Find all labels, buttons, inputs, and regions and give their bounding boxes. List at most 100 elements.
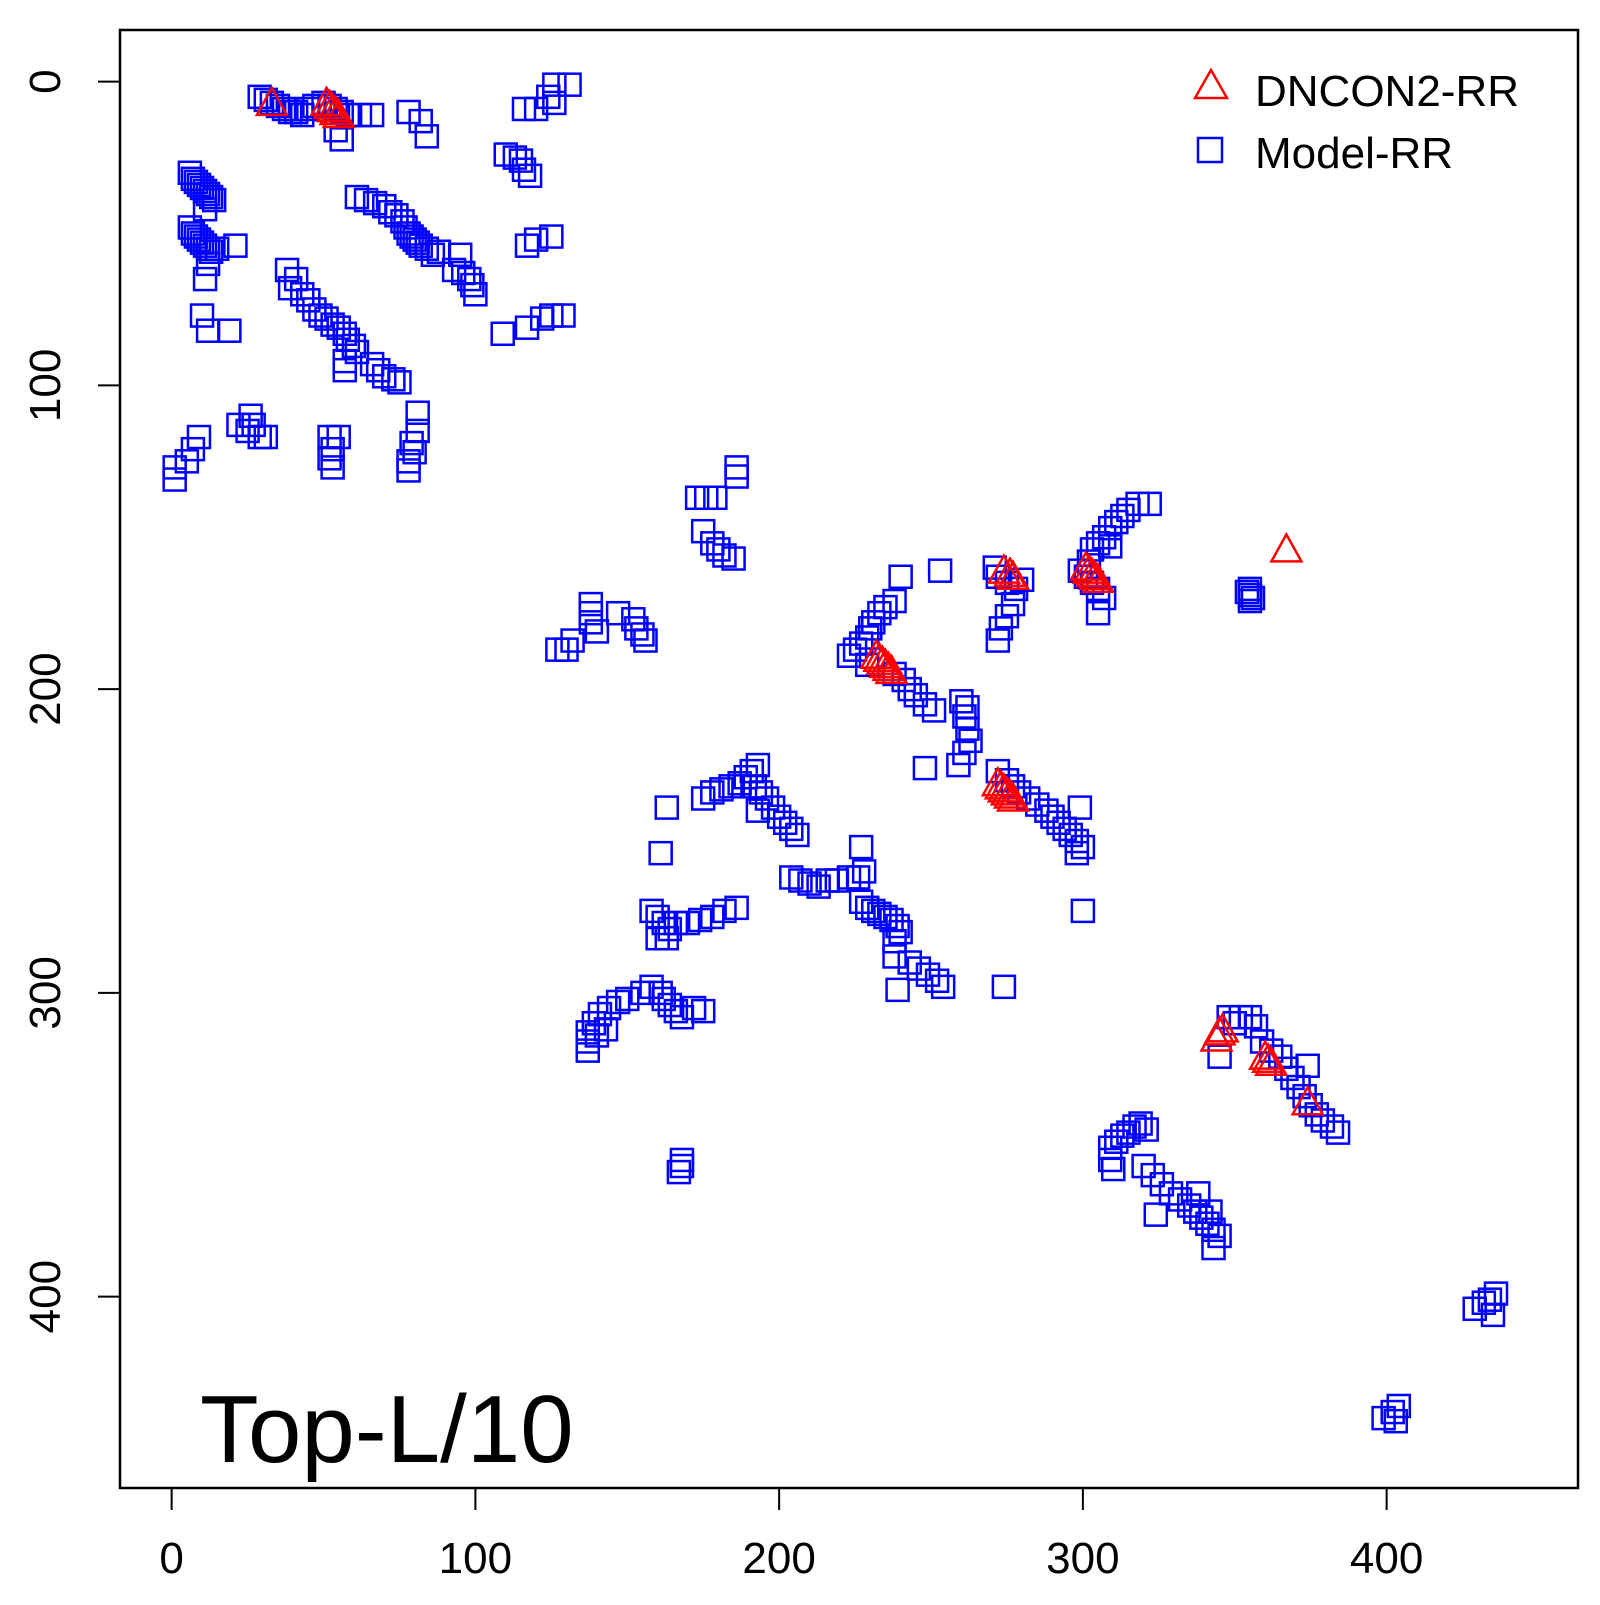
model-rr-point: [405, 400, 430, 425]
model-rr-point: [441, 257, 467, 283]
model-rr-point: [1249, 1029, 1275, 1054]
model-rr-point: [192, 178, 218, 204]
legend-dncon2-marker: [1192, 67, 1230, 100]
y-tick-label: 300: [21, 956, 70, 1029]
model-rr-point: [985, 758, 1011, 784]
model-rr-point: [991, 974, 1017, 1000]
model-rr-point: [924, 968, 950, 993]
model-rr-point: [654, 925, 679, 951]
model-rr-point: [353, 187, 379, 213]
model-rr-point: [666, 1159, 692, 1185]
legend-dncon2-label: DNCON2-RR: [1255, 67, 1519, 116]
x-tick-label: 400: [1350, 1534, 1423, 1583]
model-rr-point: [927, 558, 953, 583]
model-rr-point: [359, 102, 385, 128]
model-rr-point: [882, 944, 907, 969]
model-rr-point: [681, 995, 707, 1021]
model-rr-point: [605, 600, 631, 626]
x-tick-label: 200: [742, 1534, 815, 1583]
model-rr-point: [204, 236, 230, 261]
x-axis: 0 100 200 300 400: [159, 1487, 1423, 1583]
dncon2-rr-point: [1269, 531, 1304, 563]
y-axis: 0 100 200 300 400: [21, 69, 121, 1333]
model-rr-point: [912, 755, 938, 781]
model-rr-point: [1131, 1153, 1156, 1179]
model-rr-point: [851, 859, 877, 884]
model-rr-point: [223, 233, 248, 258]
model-rr-point: [523, 96, 549, 122]
model-rr-point: [654, 795, 679, 820]
model-rr-point: [903, 682, 929, 708]
dncon2-rr-point: [874, 653, 909, 685]
model-rr-point: [663, 998, 689, 1024]
model-rr-point: [1477, 1287, 1503, 1312]
model-rr-point: [490, 321, 515, 346]
model-rr-point: [514, 315, 540, 340]
model-rr-point: [690, 786, 716, 811]
model-rr-point: [1198, 1199, 1223, 1224]
model-rr-point: [885, 913, 910, 939]
model-rr-point: [985, 628, 1011, 653]
legend-model-marker: [1196, 136, 1224, 164]
y-tick-label: 400: [21, 1260, 70, 1333]
model-rr-point: [408, 108, 433, 134]
x-tick-label: 0: [159, 1534, 183, 1583]
dncon2-rr-point: [995, 559, 1031, 590]
model-rr-point: [226, 412, 251, 438]
model-rr-point: [949, 689, 974, 714]
model-rr-point: [1101, 1156, 1126, 1182]
model-rr-point: [192, 196, 218, 222]
model-rr-point: [930, 974, 956, 1000]
model-rr-point: [195, 181, 221, 207]
model-rr-point: [1085, 600, 1111, 626]
model-rr-point: [344, 184, 370, 210]
model-rr-point: [848, 834, 874, 860]
model-rr-point: [162, 467, 187, 492]
model-rr-point: [1070, 834, 1096, 860]
model-rr-point: [201, 187, 227, 213]
model-rr-point: [845, 865, 871, 890]
model-rr-point: [1143, 1202, 1169, 1227]
model-rr-point: [854, 625, 880, 650]
model-rr-point: [323, 117, 348, 143]
dncon2-rr-point: [1080, 562, 1116, 594]
model-rr-point: [274, 257, 300, 283]
model-rr-point: [1237, 588, 1263, 614]
model-rr-point: [630, 622, 655, 647]
model-rr-point: [457, 266, 482, 292]
x-tick-label: 300: [1046, 1534, 1119, 1583]
model-rr-point: [921, 698, 947, 723]
model-rr-point: [575, 1038, 601, 1063]
model-rr-point: [615, 986, 640, 1012]
model-rr-point: [633, 628, 658, 653]
model-rr-point: [1240, 585, 1266, 611]
model-rr-point: [1134, 1117, 1159, 1142]
model-rr-point: [447, 242, 473, 268]
model-rr-point: [1325, 1120, 1351, 1145]
model-rr-point: [1380, 1399, 1405, 1425]
y-tick-label: 200: [21, 652, 70, 725]
model-rr-point: [706, 537, 731, 562]
model-rr-point: [779, 816, 804, 842]
model-rr-point: [858, 616, 883, 641]
chart-annotation: Top-L/10: [200, 1376, 574, 1483]
dncon2-rr-point: [254, 85, 289, 117]
model-rr-point: [1480, 1302, 1506, 1328]
model-rr-point: [192, 266, 218, 292]
model-rr-point: [1201, 1235, 1226, 1261]
model-rr-point: [195, 251, 221, 277]
model-rr-point: [709, 777, 734, 802]
model-rr-point: [508, 148, 534, 173]
model-rr-point: [1319, 1114, 1345, 1139]
dncon2-rr-point: [1254, 1045, 1289, 1076]
model-rr-point: [1091, 585, 1117, 611]
model-rr-point: [788, 868, 813, 893]
model-rr-point: [399, 430, 424, 456]
model-rr-point: [578, 610, 604, 635]
model-rr-point: [888, 919, 913, 945]
model-rr-point: [712, 543, 737, 568]
model-rr-point: [700, 780, 725, 805]
